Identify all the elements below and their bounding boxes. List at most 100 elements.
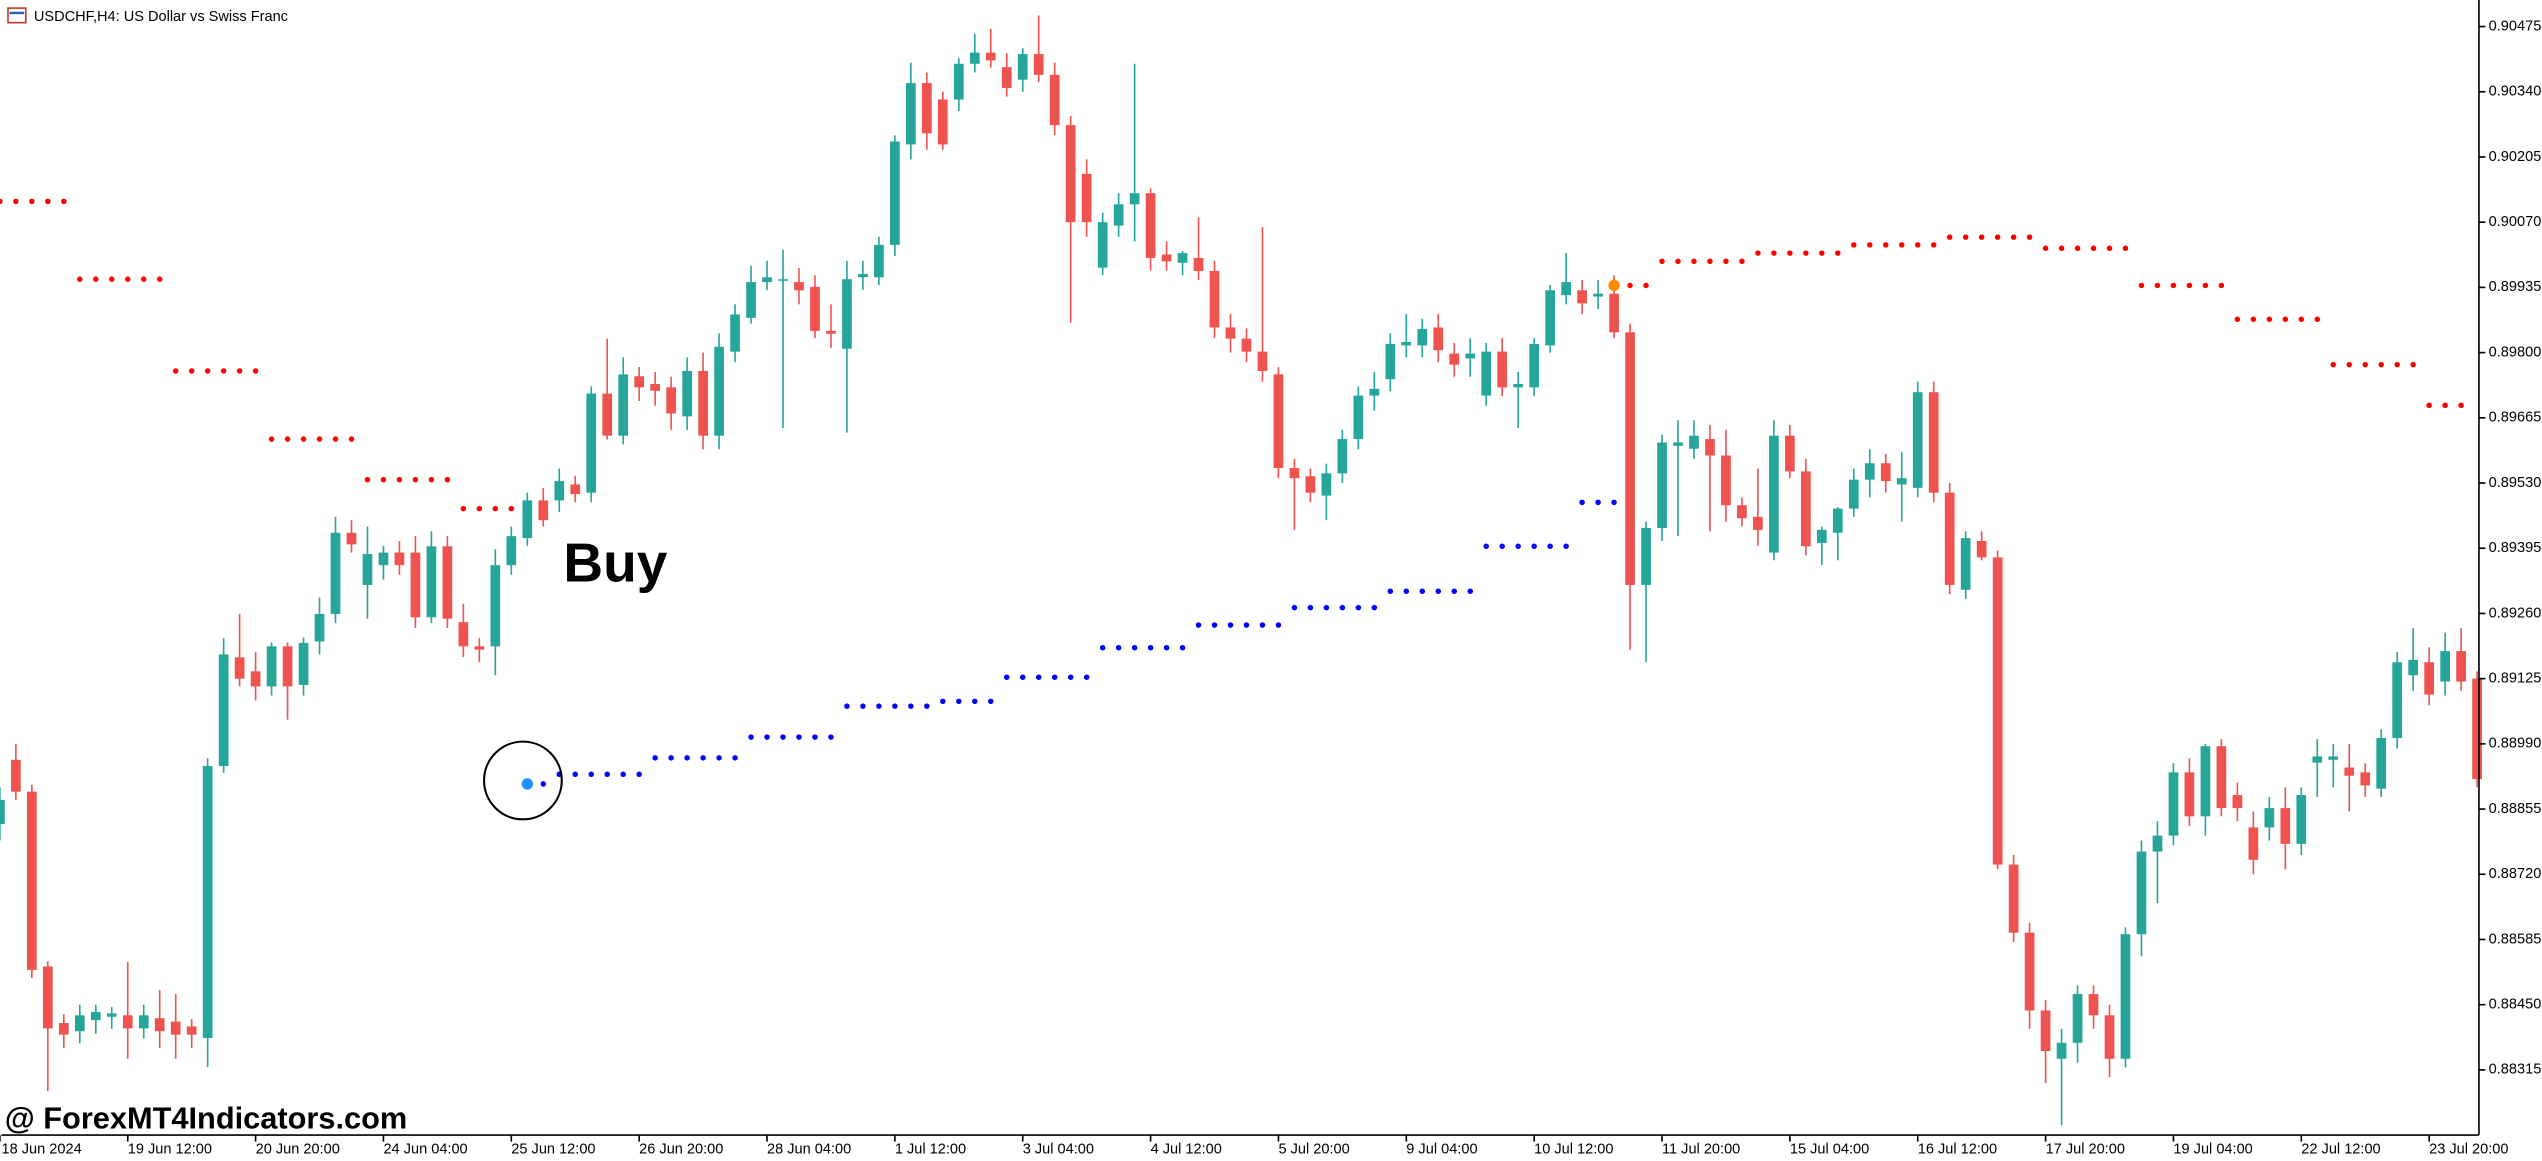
y-tick-label: 0.89935 — [2489, 279, 2542, 295]
sell-stop-dot — [460, 505, 467, 512]
x-tick-label: 24 Jun 04:00 — [383, 1142, 467, 1158]
candle-body — [2072, 994, 2083, 1043]
y-tick-label: 0.89530 — [2489, 475, 2542, 491]
sell-stop-dot — [444, 476, 451, 483]
sell-stop-dot — [2058, 245, 2065, 252]
buy-stop-dot — [1243, 622, 1250, 628]
candle-body — [1049, 74, 1060, 126]
sell-stop-dot — [316, 436, 323, 442]
buy-stop-dot — [1403, 588, 1410, 594]
candle-body — [202, 766, 213, 1039]
x-tick-label: 28 Jun 04:00 — [767, 1142, 851, 1158]
buy-stop-dot — [1004, 674, 1010, 680]
sell-stop-dot — [0, 198, 3, 205]
watermark: @ ForexMT4Indicators.com — [5, 1101, 407, 1136]
candle-body — [1129, 193, 1140, 205]
candle-body — [842, 279, 852, 349]
candle-body — [1689, 435, 1699, 449]
buy-stop-dot — [1419, 588, 1426, 594]
candle-body — [538, 500, 549, 521]
candle-body — [2056, 1042, 2067, 1059]
buy-stop-dot — [1387, 588, 1394, 594]
candle-body — [314, 613, 325, 642]
x-tick-label: 23 Jul 20:00 — [2429, 1142, 2508, 1158]
sell-stop-dot — [1739, 258, 1745, 265]
candle-body — [634, 376, 645, 388]
buy-stop-dot — [1291, 604, 1298, 611]
sell-stop-dot — [2090, 245, 2097, 252]
candle-body — [1161, 254, 1172, 262]
sell-stop-dot — [2170, 282, 2177, 289]
candle-body — [778, 279, 788, 281]
sell-stop-dot — [2314, 316, 2321, 323]
candle-body — [650, 383, 661, 391]
candle-body — [1433, 327, 1444, 351]
buy-stop-dot — [1467, 588, 1473, 594]
y-tick-label: 0.89665 — [2489, 410, 2542, 426]
sell-stop-dot — [1883, 242, 1889, 248]
sell-stop-dot — [1755, 250, 1761, 256]
buy-stop-dot — [1579, 499, 1585, 506]
candle-body — [2152, 835, 2163, 852]
x-tick-label: 19 Jul 04:00 — [2173, 1142, 2252, 1158]
sell-stop-dot — [2298, 316, 2305, 323]
sell-stop-dot — [77, 276, 83, 282]
candle-body — [1081, 173, 1092, 223]
buy-stop-dot — [1067, 674, 1074, 680]
candle-body — [490, 565, 501, 647]
candle-body — [666, 387, 676, 414]
sell-stop-dot — [2138, 282, 2145, 289]
sell-stop-dot — [428, 476, 435, 483]
candle-body — [1225, 327, 1236, 339]
sell-stop-dot — [252, 368, 259, 374]
candle-body — [1753, 516, 1763, 530]
buy-stop-dot — [1147, 644, 1154, 651]
candle-body — [298, 642, 309, 685]
buy-stop-dot — [1531, 543, 1537, 550]
buy-stop-dot — [1115, 644, 1122, 651]
buy-stop-dot — [1083, 674, 1090, 680]
candle-body — [1960, 538, 1971, 590]
candle-body — [874, 244, 884, 278]
candle-body — [1497, 351, 1508, 388]
candle-body — [11, 759, 21, 792]
sell-stop-dot — [2362, 361, 2368, 368]
y-tick-label: 0.90475 — [2489, 18, 2542, 34]
sell-stop-dot — [1898, 242, 1905, 248]
sell-stop-dot — [1707, 258, 1713, 265]
sell-stop-dot — [2026, 234, 2033, 240]
candle-body — [2200, 746, 2211, 817]
candle-body — [1241, 338, 1252, 352]
candle-body — [1944, 492, 1955, 585]
buy-stop-dot — [588, 771, 594, 778]
buy-stop-dot — [1595, 499, 1601, 506]
candle-body — [2120, 934, 2131, 1059]
candle-body — [1113, 204, 1124, 226]
candle-body — [1545, 290, 1555, 346]
candle-body — [2008, 864, 2019, 933]
candle-body — [362, 554, 373, 585]
candle-body — [1065, 125, 1076, 223]
buy-stop-dot — [1451, 588, 1458, 594]
buy-stop-dot — [1051, 674, 1058, 680]
buy-stop-dot — [652, 755, 658, 761]
sell-stop-dot — [109, 276, 115, 282]
y-tick-label: 0.90070 — [2489, 214, 2542, 230]
candle-body — [826, 330, 836, 334]
candle-body — [2104, 1015, 2115, 1059]
sell-stop-dot — [1643, 282, 1649, 289]
y-tick-label: 0.89395 — [2489, 540, 2542, 556]
candle-body — [698, 370, 708, 436]
buy-stop-dot — [1195, 622, 1202, 628]
candle-body — [1353, 395, 1364, 440]
buy-stop-dot — [1099, 644, 1106, 651]
buy-stop-dot — [1275, 622, 1282, 628]
candle-body — [1561, 282, 1571, 296]
sell-stop-dot — [2010, 234, 2017, 240]
candle-body — [1609, 293, 1619, 333]
sell-stop-dot — [348, 436, 355, 442]
sell-stop-dot — [2426, 402, 2432, 409]
buy-stop-dot — [604, 771, 610, 778]
